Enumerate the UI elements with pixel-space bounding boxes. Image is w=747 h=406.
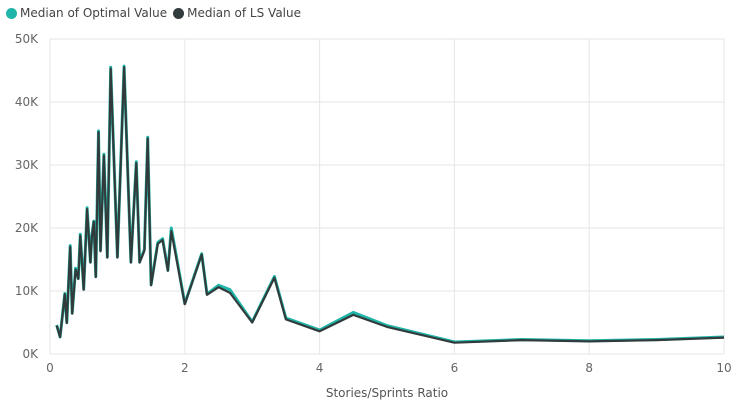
y-tick-label: 0K (22, 347, 39, 361)
legend-marker-optimal (6, 7, 17, 19)
series-line-optimal[interactable] (55, 64, 725, 344)
y-tick-label: 40K (15, 95, 39, 109)
x-tick-label: 0 (46, 361, 54, 375)
x-axis-ticks: 0 2 4 6 8 10 (46, 361, 731, 375)
x-tick-label: 4 (316, 361, 324, 375)
gridlines (49, 38, 725, 355)
legend-item-ls[interactable]: Median of LS Value (173, 6, 301, 20)
legend-label-optimal: Median of Optimal Value (20, 6, 168, 20)
y-tick-label: 50K (15, 32, 39, 46)
series-line-ls[interactable] (55, 66, 725, 344)
series-lines (55, 64, 725, 344)
x-axis-label: Stories/Sprints Ratio (326, 386, 448, 400)
legend-label-ls: Median of LS Value (187, 6, 302, 20)
x-tick-label: 8 (585, 361, 593, 375)
x-tick-label: 2 (181, 361, 189, 375)
legend-item-optimal[interactable]: Median of Optimal Value (6, 6, 167, 20)
y-axis-ticks: 0K 10K 20K 30K 40K 50K (15, 32, 39, 361)
x-tick-label: 10 (716, 361, 731, 375)
legend-marker-ls (173, 7, 185, 19)
legend: Median of Optimal Value Median of LS Val… (6, 6, 307, 20)
y-tick-label: 10K (15, 284, 39, 298)
x-tick-label: 6 (451, 361, 459, 375)
y-tick-label: 30K (15, 158, 39, 172)
y-tick-label: 20K (15, 221, 39, 235)
